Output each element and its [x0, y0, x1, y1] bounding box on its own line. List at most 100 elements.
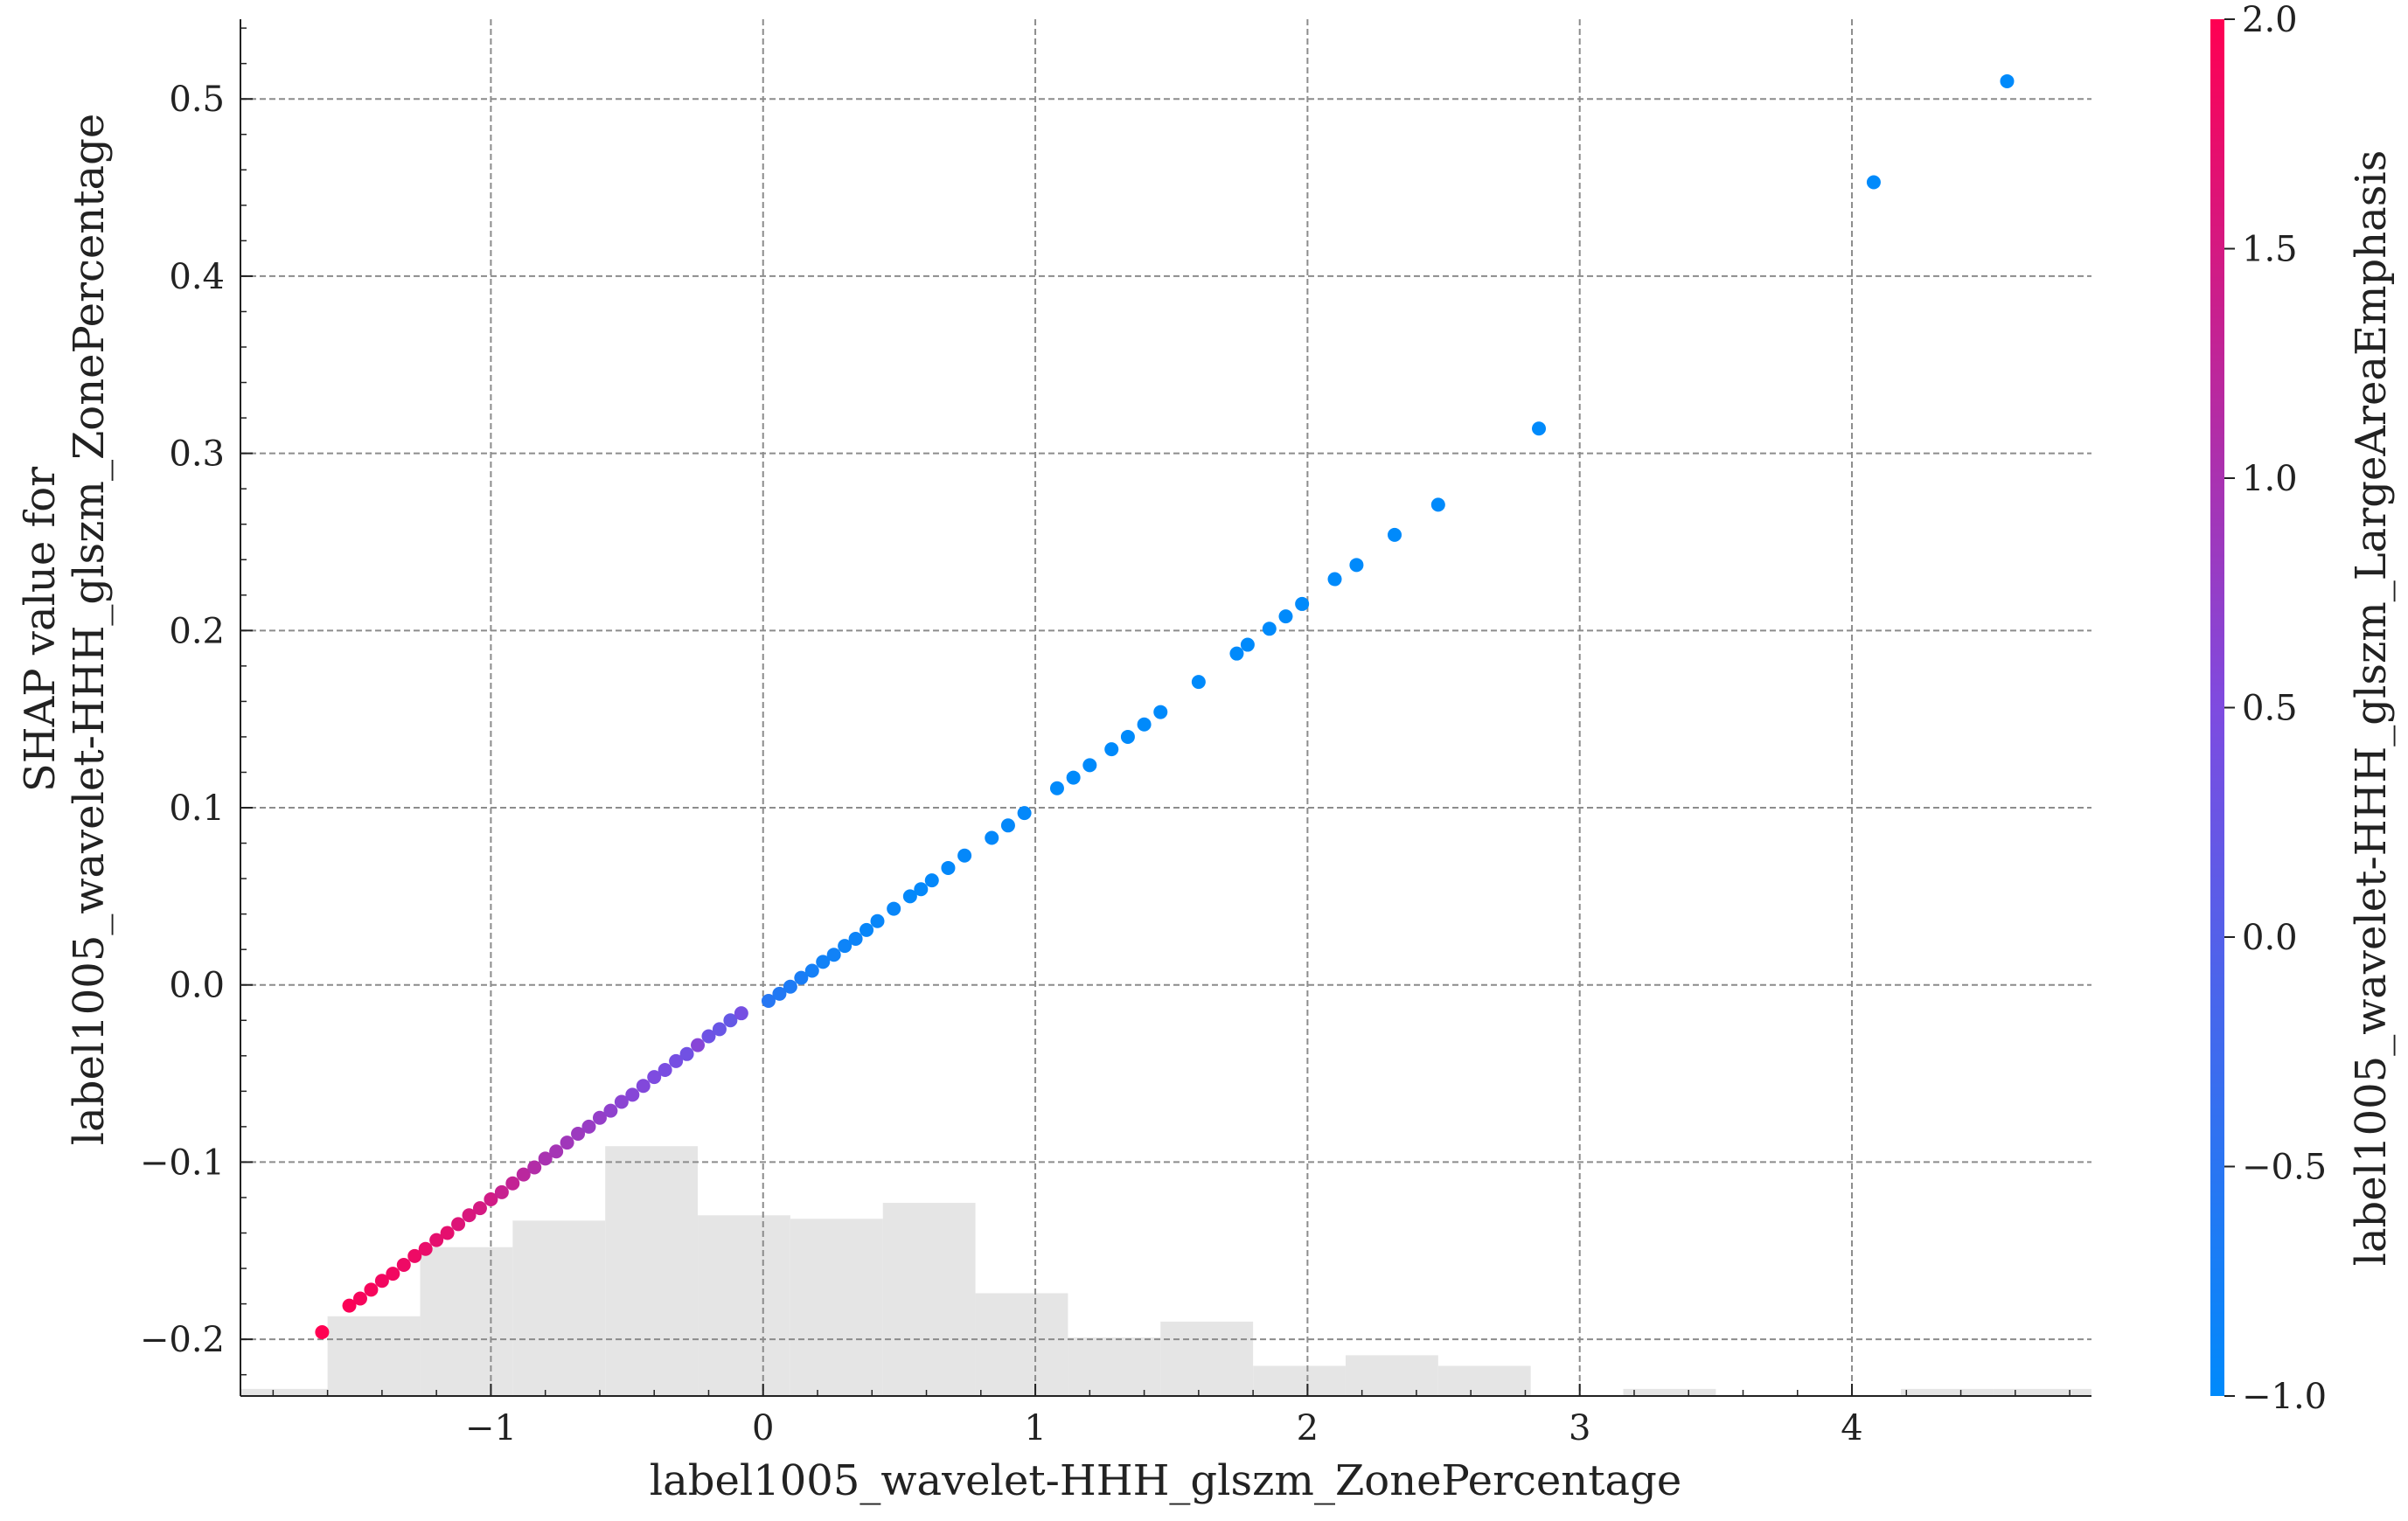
data-point	[2000, 73, 2015, 88]
data-point	[1049, 781, 1064, 795]
colorbar-tick-label: −1.0	[2242, 1377, 2327, 1417]
histogram-bar	[327, 1316, 421, 1396]
histogram-bar	[698, 1215, 790, 1396]
histogram-bar	[1345, 1355, 1438, 1396]
data-point	[826, 948, 841, 962]
data-point	[914, 882, 929, 897]
colorbar-ticks: 2.0 1.5 1.0 0.5 0.0 −0.5 −1.0	[2224, 0, 2327, 1417]
data-point	[636, 1079, 651, 1094]
data-point	[804, 963, 819, 978]
data-point	[1066, 770, 1081, 785]
data-point	[1000, 818, 1015, 833]
data-point	[516, 1167, 531, 1182]
axes	[240, 19, 2091, 1397]
histogram-bar	[1068, 1337, 1161, 1396]
data-point	[691, 1038, 706, 1052]
data-point	[472, 1201, 487, 1216]
y-tick-label: 0.0	[169, 966, 225, 1006]
y-axis-label: SHAP value for label1005_wavelet-HHH_gls…	[16, 114, 114, 1146]
data-point	[902, 889, 917, 904]
y-tick-label: 0.1	[169, 788, 225, 829]
data-point	[1262, 622, 1277, 636]
data-point	[418, 1241, 433, 1256]
data-point	[571, 1127, 586, 1141]
x-tick-label: 4	[1841, 1408, 1862, 1448]
scatter-points	[315, 73, 2015, 1340]
histogram-bar	[1993, 1388, 2091, 1396]
data-point	[1278, 609, 1293, 624]
data-point	[794, 970, 809, 985]
data-point	[1137, 717, 1152, 732]
data-point	[505, 1176, 520, 1191]
y-tick-label: −0.2	[140, 1320, 225, 1360]
data-point	[538, 1151, 553, 1166]
histogram-bar	[882, 1203, 976, 1396]
data-point	[1120, 729, 1135, 744]
x-tick-label: −1	[465, 1408, 517, 1448]
data-point	[484, 1192, 498, 1206]
data-point	[1017, 806, 1032, 821]
data-point	[527, 1160, 542, 1175]
data-point	[1104, 742, 1119, 757]
data-point	[1349, 558, 1364, 573]
y-axis-title-line-2: label1005_wavelet-HHH_glszm_ZonePercenta…	[65, 114, 114, 1146]
data-point	[816, 955, 831, 969]
feature-histogram	[240, 1146, 2091, 1396]
histogram-bar	[1253, 1365, 1346, 1396]
data-point	[462, 1208, 477, 1223]
data-point	[407, 1248, 422, 1263]
histogram-bar	[1160, 1321, 1254, 1396]
data-point	[603, 1103, 618, 1118]
tick-labels: −1 0 1 2 3 4 −0.2 −0.1 0.0 0.1 0.2 0.3 0.4 0.5	[140, 80, 1863, 1448]
data-point	[440, 1226, 455, 1240]
data-point	[957, 848, 972, 863]
data-point	[701, 1029, 716, 1044]
colorbar-title: label1005_wavelet-HHH_glszm_LargeAreaEmp…	[2347, 150, 2396, 1267]
x-axis-title: label1005_wavelet-HHH_glszm_ZonePercenta…	[650, 1456, 1682, 1505]
data-point	[772, 986, 787, 1001]
data-point	[625, 1087, 640, 1102]
y-axis-title-line-1: SHAP value for	[16, 467, 65, 792]
data-point	[1327, 572, 1342, 587]
data-point	[1532, 421, 1547, 436]
data-point	[592, 1110, 607, 1125]
x-tick-label: 0	[752, 1408, 774, 1448]
grid	[240, 19, 2091, 1396]
x-tick-label: 3	[1569, 1408, 1590, 1448]
colorbar-tick-label: 0.5	[2242, 689, 2298, 729]
data-point	[924, 873, 939, 888]
x-tick-label: 1	[1024, 1408, 1046, 1448]
histogram-bar	[512, 1220, 606, 1396]
data-point	[315, 1325, 330, 1340]
data-point	[985, 830, 999, 845]
data-point	[1866, 175, 1881, 190]
histogram-bar	[605, 1146, 699, 1396]
data-point	[647, 1070, 662, 1085]
data-point	[342, 1298, 357, 1313]
data-point	[1295, 596, 1310, 611]
y-tick-label: 0.3	[169, 434, 225, 475]
data-point	[352, 1291, 367, 1306]
histogram-bar	[1437, 1365, 1531, 1396]
y-tick-label: 0.4	[169, 257, 225, 297]
histogram-bar	[790, 1219, 883, 1396]
y-tick-label: 0.5	[169, 80, 225, 120]
data-point	[658, 1063, 672, 1078]
data-point	[870, 913, 885, 928]
histogram-bar	[240, 1388, 328, 1396]
colorbar-tick-label: 0.0	[2242, 918, 2298, 958]
data-point	[386, 1267, 400, 1281]
data-point	[669, 1053, 684, 1068]
data-point	[679, 1046, 694, 1061]
data-point	[734, 1006, 748, 1021]
data-point	[1430, 497, 1445, 512]
data-point	[429, 1233, 444, 1247]
data-point	[1240, 637, 1255, 652]
x-tick-label: 2	[1297, 1408, 1319, 1448]
histogram-bar	[420, 1247, 513, 1396]
data-point	[549, 1144, 564, 1159]
data-point	[614, 1094, 629, 1109]
data-point	[860, 922, 874, 937]
data-point	[581, 1119, 596, 1134]
